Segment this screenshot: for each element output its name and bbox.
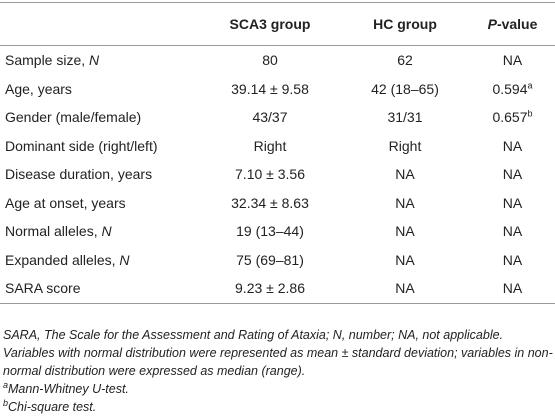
sca3-cell: 19 (13–44)	[236, 223, 304, 240]
footnote: aMann-Whitney U-test.	[3, 380, 553, 398]
table-body: Sample size, N 80 62 NA Age, years 39.14 ± 9.…	[0, 46, 555, 304]
sca3-cell: 9.23 ± 2.86	[200, 274, 340, 304]
row-label: Age at onset, years	[0, 189, 200, 218]
footnote-mark: a	[3, 379, 9, 390]
table-row: SARA score 9.23 ± 2.86 NA NA	[0, 274, 555, 304]
header-cell: HC group	[340, 2, 470, 46]
p-cell: NA	[470, 46, 555, 75]
hc-cell: NA	[395, 251, 415, 268]
row-label: Gender (male/female)	[0, 103, 200, 132]
hc-cell: NA	[395, 166, 415, 183]
table-row: Age at onset, years 32.34 ± 8.63 NA NA	[0, 189, 555, 218]
p-cell: NA	[470, 217, 555, 246]
p-cell: NA	[470, 274, 555, 304]
table-row: Gender (male/female) 43/37 31/31 0.657b	[0, 103, 555, 132]
p-cell: 0.594a	[470, 75, 555, 104]
p-superscript: a	[527, 80, 533, 91]
p-cell: 0.657b	[470, 103, 555, 132]
sca3-cell: 43/37	[252, 109, 288, 126]
row-label: Expanded alleles, N	[0, 246, 200, 275]
p-cell: NA	[470, 132, 555, 161]
header-cell: SCA3 group	[200, 2, 340, 46]
table-row: Sample size, N 80 62 NA	[0, 46, 555, 75]
header-text: -value	[496, 16, 538, 32]
hc-cell: 42 (18–65)	[371, 80, 439, 97]
sca3-cell: 7.10 ± 3.56	[235, 166, 305, 183]
table-row: Expanded alleles, N 75 (69–81) NA NA	[0, 246, 555, 275]
label-text: Expanded alleles,	[5, 251, 120, 268]
p-cell: NA	[470, 160, 555, 189]
hc-cell: NA	[395, 223, 415, 240]
p-superscript: b	[527, 108, 533, 119]
label-text: Age at onset, years	[5, 194, 126, 211]
label-text: SARA score	[5, 280, 81, 297]
row-label: Age, years	[0, 75, 200, 104]
data-table: SCA3 group HC group P-value Sample size,…	[0, 2, 555, 304]
p-value: NA	[502, 223, 523, 240]
sca3-cell: 80	[262, 52, 278, 69]
table-row: Normal alleles, N 19 (13–44) NA NA	[0, 217, 555, 246]
footnote: bChi-square test.	[3, 398, 553, 416]
p-value: 0.657	[492, 109, 528, 126]
label-italic: N	[101, 223, 112, 240]
sca3-cell: 39.14 ± 9.58	[231, 80, 309, 97]
label-text: Gender (male/female)	[5, 109, 142, 126]
label-text: Normal alleles,	[5, 223, 102, 240]
hc-cell: 31/31	[387, 109, 423, 126]
hc-cell: NA	[340, 274, 470, 304]
sca3-cell: 32.34 ± 8.63	[231, 194, 309, 211]
row-label: Disease duration, years	[0, 160, 200, 189]
hc-cell: 62	[397, 52, 413, 69]
p-value: NA	[502, 251, 523, 268]
p-cell: NA	[470, 246, 555, 275]
row-label: Sample size, N	[0, 46, 200, 75]
p-value: NA	[502, 137, 523, 154]
label-text: Disease duration, years	[5, 166, 153, 183]
footnote-text: Mann-Whitney U-test.	[8, 382, 129, 396]
p-value: 0.594	[492, 80, 528, 97]
p-cell: NA	[470, 189, 555, 218]
row-label: SARA score	[0, 274, 200, 304]
hc-cell: Right	[388, 137, 422, 154]
hc-cell: NA	[395, 194, 415, 211]
p-value: NA	[502, 52, 523, 69]
label-text: Age, years	[5, 80, 72, 97]
sca3-cell: 75 (69–81)	[236, 251, 304, 268]
footnote-mark: b	[3, 397, 9, 408]
header-cell	[0, 2, 200, 46]
header-italic: P	[487, 16, 497, 32]
table-row: Dominant side (right/left) Right Right NA	[0, 132, 555, 161]
footnote-text: Chi-square test.	[8, 400, 97, 414]
row-label: Normal alleles, N	[0, 217, 200, 246]
row-label: Dominant side (right/left)	[0, 132, 200, 161]
p-value: NA	[502, 194, 523, 211]
header-cell: P-value	[470, 2, 555, 46]
sca3-cell: Right	[253, 137, 287, 154]
label-italic: N	[89, 52, 100, 69]
label-italic: N	[119, 251, 130, 268]
note-text: SARA, The Scale for the Assessment and R…	[3, 328, 553, 378]
notes: SARA, The Scale for the Assessment and R…	[3, 326, 553, 416]
table-row: Age, years 39.14 ± 9.58 42 (18–65) 0.594a	[0, 75, 555, 104]
header-row: SCA3 group HC group P-value	[0, 2, 555, 46]
p-value: NA	[502, 166, 523, 183]
table-row: Disease duration, years 7.10 ± 3.56 NA NA	[0, 160, 555, 189]
label-text: Sample size,	[5, 52, 90, 69]
p-value: NA	[502, 280, 523, 297]
label-text: Dominant side (right/left)	[5, 137, 158, 154]
